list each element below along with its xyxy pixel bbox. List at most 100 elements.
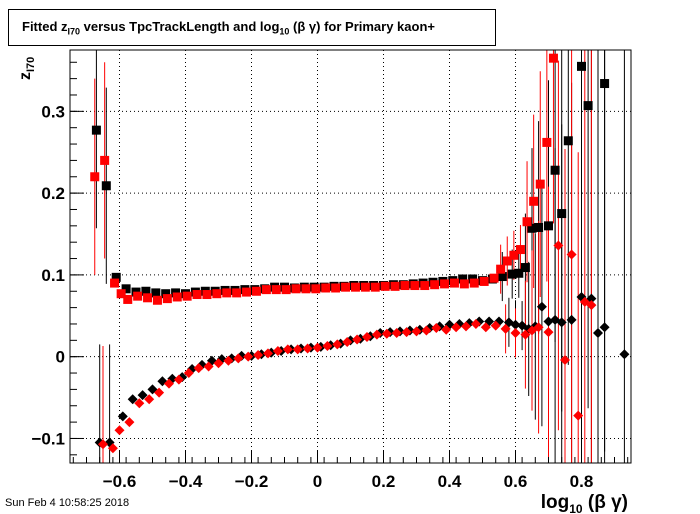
diamond-point (164, 378, 174, 389)
diamond-point (510, 319, 521, 330)
square-point (311, 284, 321, 294)
square-point (410, 281, 420, 291)
square-point (459, 279, 469, 289)
diamond-point (322, 341, 333, 352)
diamond-point (480, 322, 491, 333)
diamond-point (332, 339, 343, 350)
square-point (182, 291, 192, 301)
square-point (583, 101, 593, 111)
square-point (509, 250, 519, 260)
x-axis-title: log10 (β γ) (541, 492, 628, 514)
y-tick-label: −0.1 (31, 429, 65, 448)
square-point (507, 269, 517, 279)
x-tick-label: 0.2 (372, 472, 396, 491)
diamond-point (144, 394, 155, 405)
square-point (271, 285, 281, 295)
square-point (577, 61, 586, 71)
footer-date: Sun Feb 4 10:58:25 2018 (5, 497, 130, 509)
square-point (222, 288, 232, 298)
square-point (469, 278, 479, 288)
diamond-point (586, 300, 597, 311)
diamond-point (431, 323, 442, 334)
square-point (91, 125, 101, 135)
square-point (520, 263, 530, 273)
diamond-point (520, 329, 531, 340)
diamond-point (470, 318, 481, 329)
diamond-point (573, 410, 584, 421)
square-point (242, 287, 252, 297)
square-point (529, 196, 539, 206)
square-point (502, 256, 512, 266)
square-point (202, 290, 212, 300)
diamond-point (137, 390, 148, 401)
square-point (121, 284, 131, 294)
diamond-point (98, 439, 108, 450)
square-point (522, 217, 532, 227)
square-point (141, 286, 151, 296)
diamond-point (312, 342, 323, 353)
diamond-point (127, 394, 138, 405)
square-point (152, 295, 162, 305)
diamond-point (302, 343, 313, 354)
square-point (400, 281, 410, 291)
square-point (123, 294, 133, 304)
diamond-point (263, 348, 273, 359)
diamond-point (593, 327, 603, 338)
diamond-point (223, 355, 234, 366)
diamond-point (533, 322, 544, 333)
square-point (527, 223, 537, 233)
square-point (479, 276, 489, 286)
square-point (133, 291, 143, 301)
square-point (350, 282, 360, 292)
square-point (261, 285, 271, 295)
square-point (430, 280, 440, 290)
square-point (534, 222, 544, 232)
square-point (143, 293, 153, 303)
square-point (161, 289, 171, 299)
diamond-point (401, 327, 412, 338)
square-point (111, 272, 121, 282)
square-point (341, 282, 351, 292)
diamond-point (566, 314, 577, 325)
x-tick-label: 0.8 (570, 472, 594, 491)
y-tick-label: 0.1 (41, 266, 65, 285)
diamond-point (292, 344, 303, 355)
y-tick-label: 0.3 (41, 102, 65, 121)
square-point (557, 209, 567, 219)
square-point (321, 283, 331, 293)
y-axis-title: zI70 (17, 57, 37, 80)
square-point (489, 273, 499, 283)
diamond-point (619, 349, 630, 360)
diamond-point (510, 327, 521, 338)
diamond-point (371, 329, 382, 340)
diamond-point (362, 332, 372, 343)
square-point (563, 136, 573, 146)
square-point (301, 284, 311, 294)
chart-title: Fitted zI70 versus TpcTrackLength and lo… (22, 19, 435, 37)
diamond-point (183, 368, 194, 379)
square-point (212, 289, 222, 299)
diamond-point (560, 354, 570, 365)
square-point (458, 274, 468, 284)
square-point (291, 284, 301, 294)
square-point (390, 281, 400, 291)
square-point (90, 172, 100, 182)
square-point (496, 264, 506, 274)
diamond-point (243, 351, 254, 362)
square-point (515, 245, 525, 255)
x-tick-label: 0.4 (438, 472, 462, 491)
square-point (162, 294, 172, 304)
diamond-point (461, 321, 471, 332)
diamond-point (134, 398, 145, 409)
square-point (116, 289, 126, 299)
square-point (172, 292, 182, 302)
diamond-point (213, 358, 224, 369)
diamond-point (114, 425, 125, 436)
diamond-point (536, 301, 547, 312)
square-point (331, 283, 341, 293)
square-point (370, 282, 380, 292)
x-tick-label: −0.4 (169, 472, 203, 491)
diamond-point (490, 320, 501, 331)
square-point (600, 79, 610, 89)
diamond-point (599, 322, 610, 333)
